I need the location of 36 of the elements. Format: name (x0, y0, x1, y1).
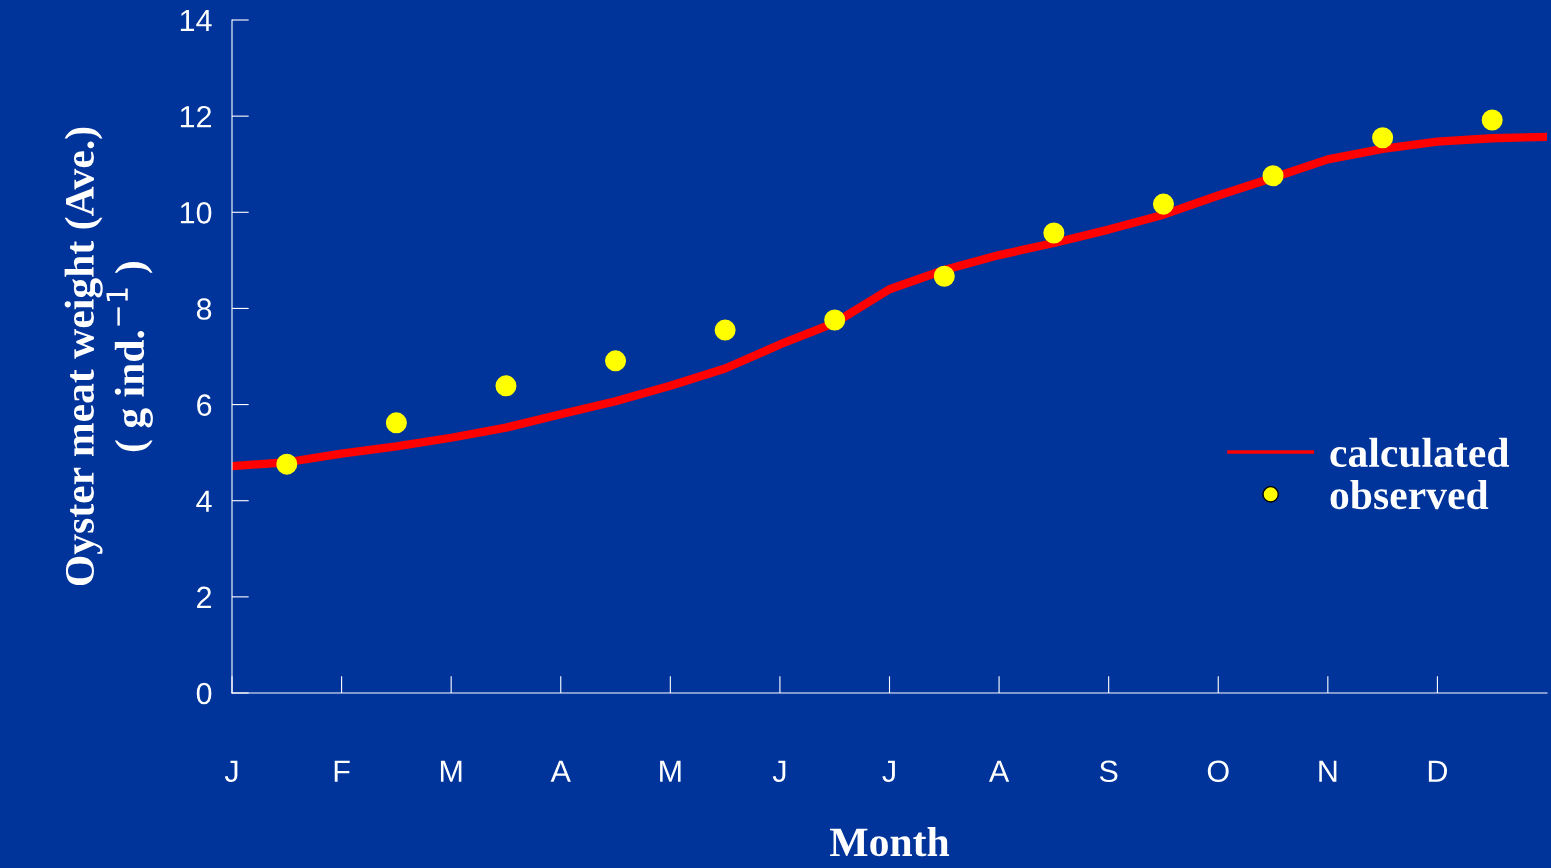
legend-label: calculated (1330, 437, 1510, 468)
y-axis-title: Oyster meat weight (Ave.) ( g ind.$^{−1}$ ) (64, 127, 153, 586)
point (605, 350, 627, 372)
point (714, 319, 736, 341)
x-tick-label: M (660, 760, 681, 782)
x-tick-label: D (1428, 760, 1447, 782)
x-tick-label: M (440, 760, 462, 782)
y-tick-label: 4 (196, 490, 212, 512)
x-tick-label: O (1207, 760, 1229, 783)
y-tick-label: 10 (180, 202, 212, 224)
point (495, 375, 517, 397)
x-tick-label: J (772, 760, 786, 783)
x-tick-label: N (1319, 760, 1337, 782)
y-tick-label: 6 (197, 394, 212, 416)
y-tick-label: 12 (180, 105, 212, 128)
x-tick-label: J (224, 760, 238, 783)
y-tick-label: 14 (180, 10, 212, 32)
legend-label: observed (1330, 479, 1489, 510)
point (1372, 127, 1394, 149)
y-tick-label: 8 (196, 298, 212, 320)
point (1262, 165, 1284, 187)
point (385, 412, 407, 434)
x-tick-label: A (988, 760, 1010, 782)
point (1152, 193, 1174, 215)
x-axis-title: Month (830, 827, 950, 857)
y-tick-label: 0 (196, 682, 212, 705)
x-tick-label: S (1099, 760, 1118, 783)
x-tick-label: J (882, 760, 895, 783)
point (824, 309, 846, 331)
point (276, 453, 298, 475)
x-tick-label: F (334, 760, 350, 782)
point (933, 265, 955, 287)
y-tick-label: 2 (197, 586, 212, 608)
point (1481, 109, 1503, 131)
x-tick-label: A (550, 760, 571, 782)
point (1043, 222, 1065, 244)
